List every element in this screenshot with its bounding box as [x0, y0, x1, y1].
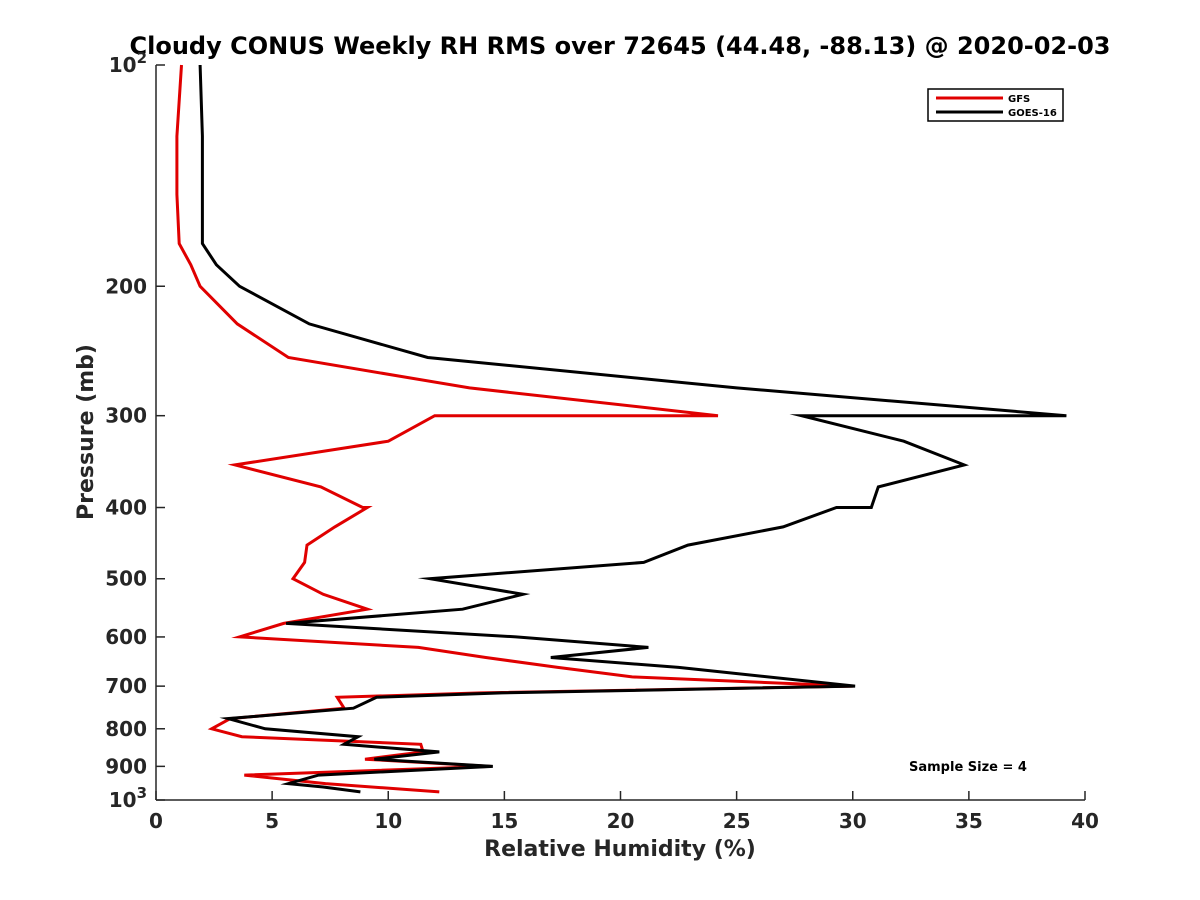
legend: GFS GOES-16: [927, 88, 1064, 122]
x-ticks: 0 5 10 15 20 25 30 35 40: [149, 791, 1099, 833]
x-tick-label: 30: [839, 809, 867, 833]
series-line-goes-16: [198, 64, 1067, 794]
y-tick-label: 102: [109, 49, 147, 77]
y-tick-label: 500: [105, 567, 147, 591]
x-tick-label: 5: [265, 809, 279, 833]
y-tick-label: 400: [105, 496, 147, 520]
x-tick-label: 0: [149, 809, 163, 833]
x-axis-label: Relative Humidity (%): [484, 837, 756, 862]
y-tick-label: 700: [105, 674, 147, 698]
legend-label: GFS: [1008, 94, 1030, 105]
legend-label: GOES-16: [1008, 108, 1057, 119]
x-tick-label: 20: [607, 809, 635, 833]
series-line-gfs: [175, 64, 853, 794]
chart-title: Cloudy CONUS Weekly RH RMS over 72645 (4…: [130, 32, 1111, 60]
y-tick-label: 900: [105, 754, 147, 778]
x-tick-label: 35: [955, 809, 983, 833]
x-tick-label: 40: [1071, 809, 1099, 833]
y-tick-label: 800: [105, 717, 147, 741]
y-tick-label: 600: [105, 625, 147, 649]
legend-box: [927, 88, 1064, 122]
x-tick-label: 25: [723, 809, 751, 833]
y-tick-label: 200: [105, 274, 147, 298]
y-axis-label: Pressure (mb): [74, 344, 99, 520]
sample-size-annotation: Sample Size = 4: [909, 760, 1027, 775]
y-ticks: 102 200 300 400 500 600 700 800 900 103: [105, 49, 165, 812]
x-tick-label: 15: [490, 809, 518, 833]
x-tick-label: 10: [374, 809, 402, 833]
y-tick-label: 300: [105, 404, 147, 428]
y-tick-label: 103: [109, 784, 147, 812]
plot-lines: [175, 64, 1067, 794]
